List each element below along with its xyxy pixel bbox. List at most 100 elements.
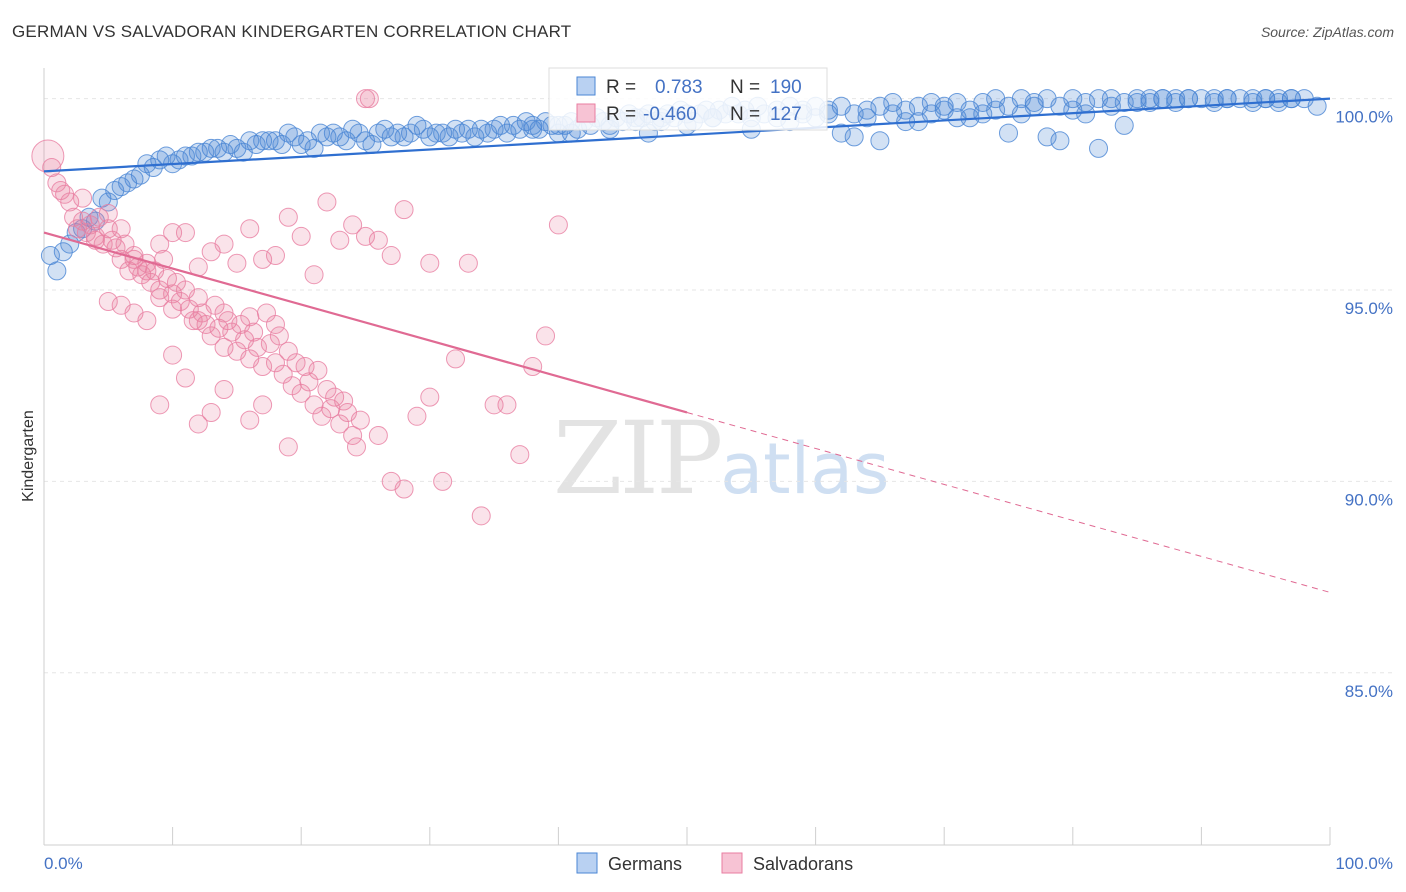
stats-swatch-salvadorans <box>576 103 596 123</box>
stats-box: R = 0.783 N = 190 R = -0.460 N = 127 <box>548 67 828 131</box>
source-label: Source: ZipAtlas.com <box>1260 24 1394 40</box>
german-point <box>1063 89 1083 109</box>
german-point <box>921 104 941 124</box>
axes <box>43 68 1331 846</box>
salvadoran-point <box>278 207 298 227</box>
german-point <box>53 242 73 262</box>
salvadoran-point <box>278 341 298 361</box>
salvadoran-point <box>394 200 414 220</box>
salvadoran-trend-extension <box>686 412 1331 593</box>
y-tick-label: 90.0% <box>1345 490 1393 509</box>
german-point <box>1037 127 1057 147</box>
salvadoran-point <box>175 223 195 243</box>
salvadoran-point <box>188 288 208 308</box>
salvadoran-point <box>175 368 195 388</box>
salvadoran-point <box>536 326 556 346</box>
german-point <box>870 131 890 151</box>
salvadoran-point <box>548 215 568 235</box>
salvadoran-point <box>343 425 363 445</box>
y-tick-label: 100.0% <box>1335 108 1393 127</box>
stats-r-value-salvadorans: -0.460 <box>643 104 697 125</box>
salvadoran-point <box>343 215 363 235</box>
german-point <box>986 100 1006 120</box>
y-tick-label: 95.0% <box>1345 299 1393 318</box>
salvadoran-points <box>31 89 568 526</box>
german-point <box>844 127 864 147</box>
salvadoran-point <box>150 280 170 300</box>
german-point <box>349 123 369 143</box>
salvadoran-point <box>98 291 118 311</box>
german-point <box>201 138 221 158</box>
salvadoran-point <box>98 203 118 223</box>
salvadoran-point <box>214 303 234 323</box>
german-point <box>188 142 208 162</box>
legend-label-salvadorans: Salvadorans <box>753 854 853 874</box>
german-point <box>401 123 421 143</box>
salvadoran-point <box>433 471 453 491</box>
grid-lines <box>44 98 1393 674</box>
german-point <box>1179 89 1199 109</box>
german-point <box>143 158 163 178</box>
german-point <box>439 127 459 147</box>
salvadoran-point <box>420 387 440 407</box>
salvadoran-point <box>394 479 414 499</box>
legend: Germans Salvadorans <box>576 852 853 874</box>
german-point <box>896 100 916 120</box>
german-point <box>1101 96 1121 116</box>
salvadoran-point <box>265 246 285 266</box>
watermark-atlas: atlas <box>720 428 890 510</box>
salvadoran-point <box>60 192 80 212</box>
stats-n-label-salvadorans: N = <box>730 104 760 125</box>
stats-n-value-germans: 190 <box>770 77 802 98</box>
salvadoran-point <box>356 226 375 246</box>
german-point <box>1024 96 1044 116</box>
stats-r-label-salvadorans: R = <box>606 104 636 125</box>
german-point <box>1089 138 1109 158</box>
salvadoran-point <box>359 89 379 109</box>
salvadoran-point <box>317 192 337 212</box>
stats-n-label-germans: N = <box>730 77 760 98</box>
stats-r-label-germans: R = <box>606 77 636 98</box>
salvadoran-trend-line <box>43 231 688 414</box>
salvadoran-point <box>150 234 170 254</box>
salvadoran-point <box>150 395 170 415</box>
watermark-zip: ZIP <box>553 400 723 517</box>
salvadoran-point <box>240 307 260 327</box>
salvadoran-point <box>253 249 273 269</box>
german-point <box>1140 92 1160 112</box>
salvadoran-point <box>163 299 183 319</box>
german-point <box>375 119 395 139</box>
salvadoran-point <box>304 265 324 285</box>
salvadoran-point <box>497 395 517 415</box>
salvadoran-point <box>137 261 157 281</box>
german-point <box>529 119 549 139</box>
salvadoran-point <box>346 437 366 457</box>
german-point <box>1307 96 1327 116</box>
german-point <box>857 108 877 128</box>
salvadoran-point <box>214 380 234 400</box>
salvadoran-point <box>446 349 466 369</box>
german-point <box>1114 115 1134 135</box>
salvadoran-point <box>240 219 260 239</box>
salvadoran-point <box>350 410 370 430</box>
german-point <box>1281 89 1301 109</box>
salvadoran-point <box>240 410 260 430</box>
salvadoran-point <box>368 425 388 445</box>
german-point <box>831 123 851 143</box>
german-point <box>47 261 67 281</box>
salvadoran-point <box>214 337 234 357</box>
german-point <box>947 108 967 128</box>
y-tick-label: 85.0% <box>1345 682 1393 701</box>
stats-r-value-germans: 0.783 <box>655 77 703 98</box>
x-tick-label-max: 100.0% <box>1335 854 1393 873</box>
german-point <box>413 119 433 139</box>
salvadoran-point <box>278 437 298 457</box>
salvadoran-point <box>295 357 315 377</box>
salvadoran-point <box>111 219 131 239</box>
salvadoran-point <box>407 406 427 426</box>
salvadoran-point <box>291 383 311 403</box>
salvadoran-point <box>269 326 289 346</box>
salvadoran-point <box>227 253 247 273</box>
salvadoran-point <box>420 253 440 273</box>
